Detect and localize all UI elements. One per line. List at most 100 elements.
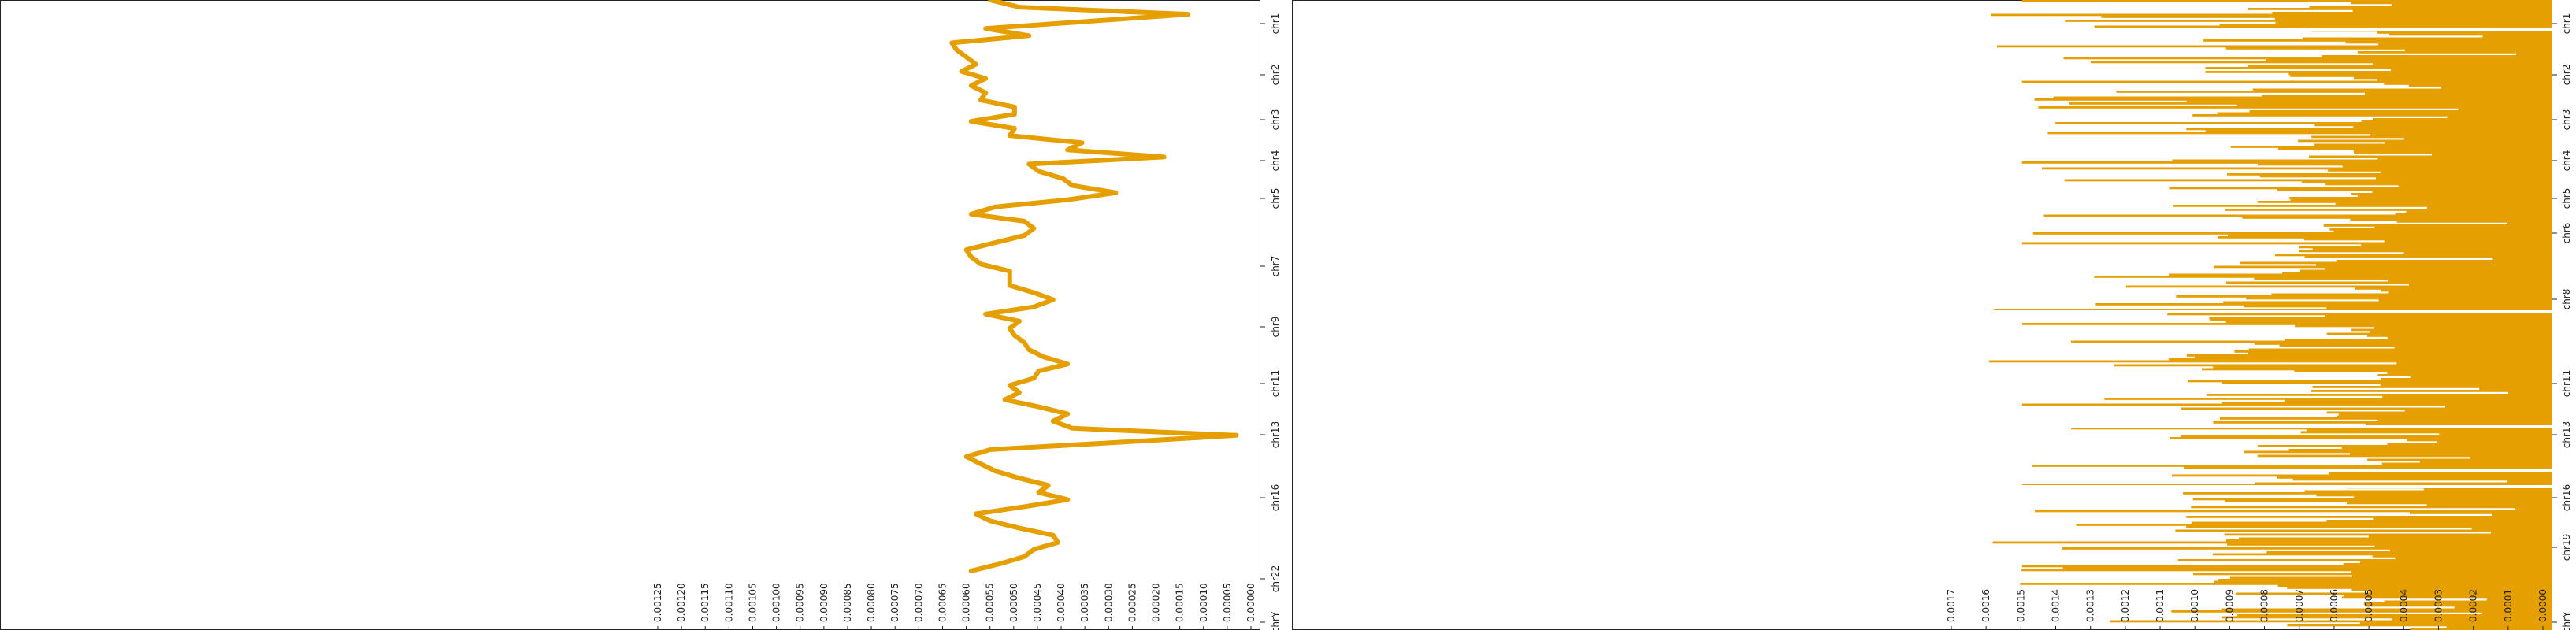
coverage-bar — [2225, 321, 2552, 324]
coverage-bar — [2314, 124, 2552, 127]
coverage-bar — [2180, 435, 2552, 438]
category-label: chr3 — [2561, 109, 2572, 131]
coverage-bar — [2482, 35, 2552, 38]
coverage-bar — [2396, 220, 2552, 223]
category-label: chrY — [2561, 611, 2572, 630]
coverage-bar — [2388, 280, 2552, 282]
coverage-bar — [2213, 421, 2552, 424]
coverage-bar — [2299, 246, 2552, 249]
coverage-bar — [2343, 595, 2552, 597]
coverage-bar — [2288, 72, 2552, 76]
coverage-bar — [2192, 114, 2552, 117]
category-label: chr5 — [1270, 188, 1281, 209]
coverage-bar — [2304, 256, 2552, 258]
panel-left-frame — [0, 0, 1260, 630]
coverage-bar — [2043, 214, 2552, 217]
value-tick-label: 0.0005 — [2363, 589, 2374, 622]
coverage-bar — [2125, 285, 2552, 288]
panel-left-line-series — [949, 0, 1239, 573]
coverage-bar — [2213, 366, 2552, 369]
coverage-bar — [2170, 437, 2552, 439]
coverage-bar — [2065, 20, 2552, 22]
coverage-bar — [2406, 210, 2552, 213]
coverage-bar — [2171, 610, 2552, 613]
coverage-bar — [2350, 453, 2552, 455]
coverage-bar — [2275, 21, 2552, 24]
coverage-bar — [2492, 513, 2552, 517]
coverage-bar — [2225, 47, 2552, 50]
coverage-bar — [2277, 147, 2552, 150]
coverage-bar — [2101, 16, 2552, 18]
coverage-bar — [2062, 567, 2552, 569]
coverage-bar — [2021, 403, 2552, 406]
coverage-bar — [2377, 374, 2552, 376]
value-tick-label: 0.00070 — [913, 583, 924, 622]
coverage-bar — [2350, 2, 2552, 5]
category-label: chr1 — [1270, 13, 1281, 35]
value-tick-label: 0.0011 — [2155, 589, 2166, 622]
coverage-bar — [2064, 179, 2552, 182]
coverage-bar — [2381, 289, 2552, 292]
gap-separator — [1946, 485, 2552, 488]
coverage-bar — [2168, 358, 2552, 361]
coverage-bar — [2219, 417, 2552, 420]
value-tick-label: 0.00050 — [1008, 583, 1019, 622]
coverage-bar — [2222, 382, 2552, 384]
coverage-bar — [2070, 340, 2552, 343]
coverage-bar — [2387, 336, 2552, 339]
coverage-bar — [2191, 506, 2552, 509]
coverage-bar — [2227, 173, 2552, 176]
coverage-bar — [2391, 4, 2552, 6]
coverage-bar — [2300, 431, 2552, 434]
coverage-bar — [2306, 429, 2552, 432]
coverage-bar — [2322, 55, 2552, 57]
coverage-bar — [2441, 87, 2552, 89]
coverage-bar — [2205, 67, 2552, 69]
coverage-bar — [2186, 100, 2552, 103]
coverage-bar — [2177, 559, 2552, 561]
coverage-bar — [2295, 324, 2552, 328]
coverage-bar — [2279, 344, 2552, 347]
value-tick-label: 0.0008 — [2259, 589, 2270, 622]
coverage-bar — [2392, 618, 2552, 621]
coverage-bar — [2311, 135, 2552, 139]
gap-separator — [1946, 425, 2552, 428]
coverage-bar — [2351, 571, 2552, 573]
coverage-bar — [2395, 213, 2552, 215]
coverage-bar — [2222, 402, 2552, 404]
coverage-bar — [2351, 588, 2552, 591]
coverage-bar — [2032, 232, 2552, 235]
coverage-bar — [2246, 297, 2552, 300]
value-tick-label: 0.00010 — [1198, 583, 1209, 622]
coverage-bar — [2021, 161, 2552, 164]
coverage-bar — [2492, 258, 2552, 261]
coverage-bar — [2076, 524, 2552, 526]
coverage-bar — [2410, 376, 2552, 379]
coverage-bar — [2047, 132, 2552, 135]
coverage-bar — [2312, 248, 2552, 250]
coverage-bar — [2299, 250, 2552, 253]
category-label: chr3 — [1270, 109, 1281, 131]
coverage-bar — [2287, 624, 2552, 627]
coverage-bar — [2341, 596, 2552, 599]
coverage-bar — [2095, 303, 2552, 306]
coverage-bar — [2312, 386, 2552, 388]
coverage-bar — [2055, 122, 2552, 124]
value-tick-label: 0.0002 — [2468, 589, 2479, 622]
coverage-bar — [2210, 319, 2552, 321]
coverage-bar — [2181, 407, 2552, 410]
value-tick-label: 0.0000 — [2537, 589, 2548, 622]
coverage-bar — [2354, 496, 2552, 498]
coverage-bar — [2378, 43, 2552, 46]
coverage-bar — [2490, 532, 2552, 534]
coverage-bar — [2228, 234, 2552, 237]
coverage-bar — [2173, 205, 2552, 207]
coverage-bar — [2183, 492, 2552, 495]
coverage-bar — [2053, 96, 2552, 99]
coverage-bar — [2229, 576, 2552, 580]
coverage-line — [949, 0, 1239, 573]
coverage-bar — [2353, 126, 2552, 128]
coverage-bar — [2337, 415, 2552, 418]
coverage-bar — [2432, 154, 2552, 156]
coverage-bar — [2390, 69, 2552, 72]
